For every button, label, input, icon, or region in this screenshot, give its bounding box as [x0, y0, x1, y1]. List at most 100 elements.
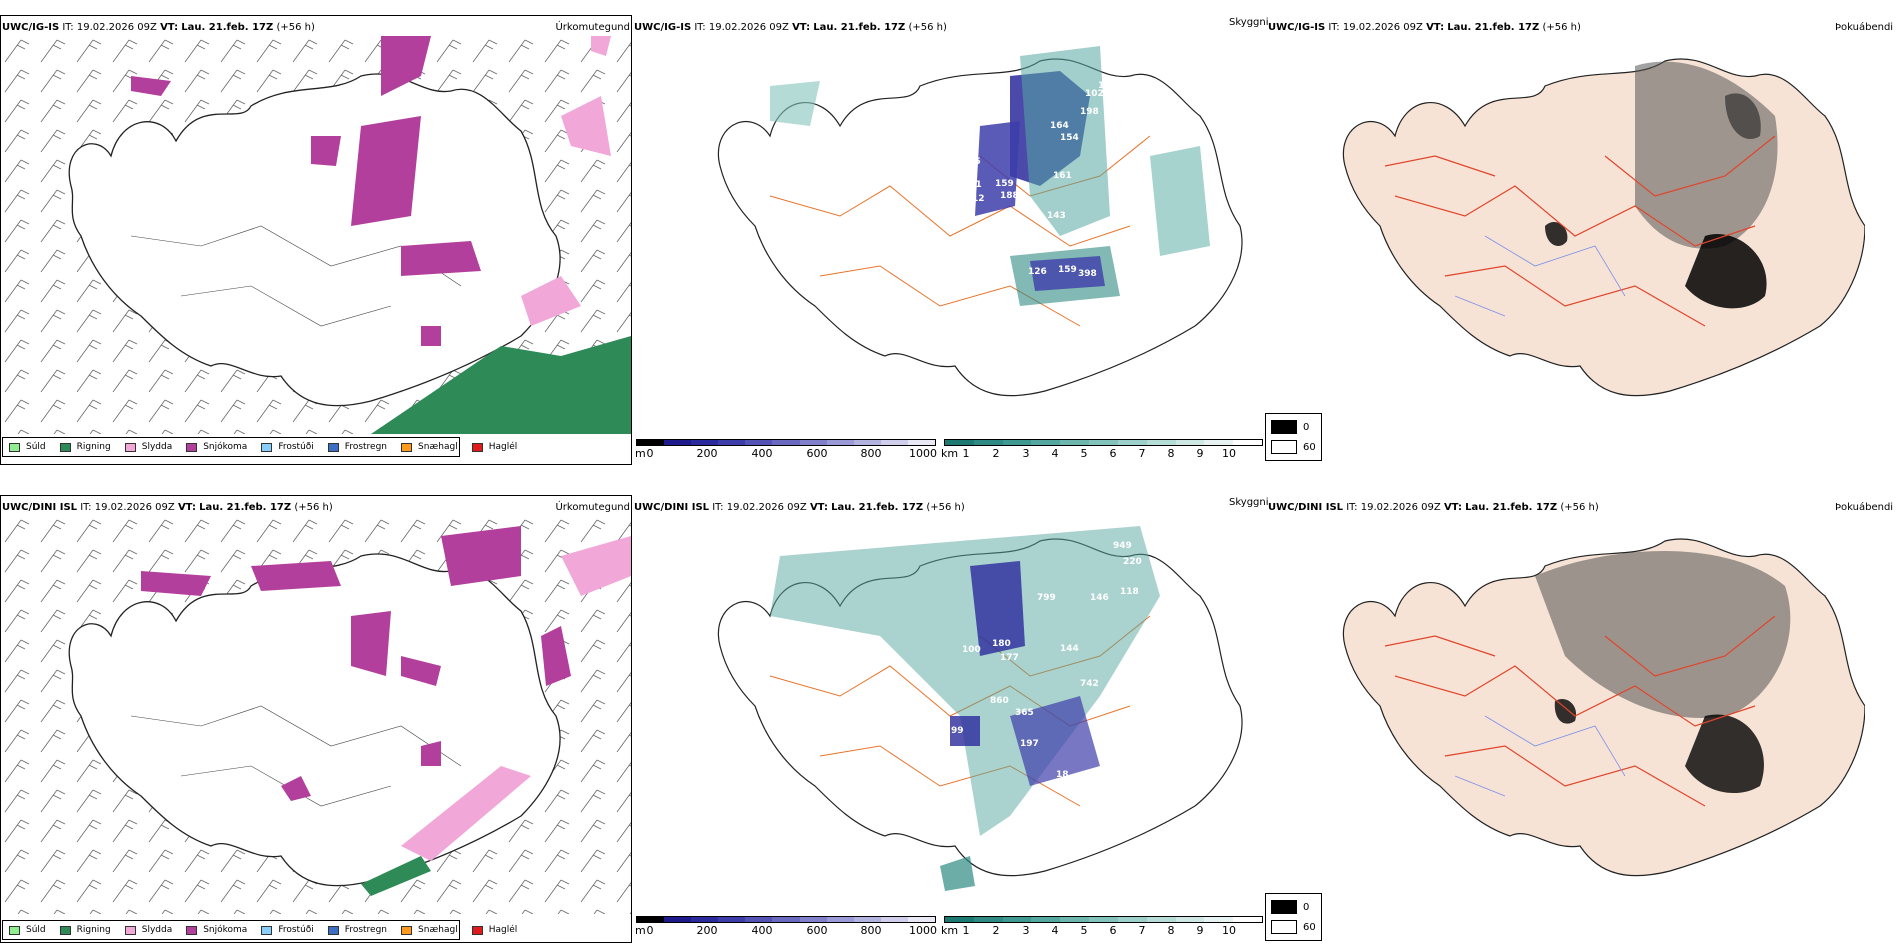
- precip-map: [1, 516, 631, 914]
- ceiling-cell: [664, 440, 692, 445]
- precip-map: [1, 36, 631, 434]
- row-1: UWC/IG-IS IT: 19.02.2026 09Z VT: Lau. 21…: [0, 15, 1894, 465]
- legend-item-frostregn: Frostregn: [327, 442, 387, 452]
- swatch-slydda: [124, 442, 136, 452]
- visibility-tick: 2: [992, 447, 1000, 460]
- ceiling-label: 205: [1114, 738, 1133, 748]
- vt-label: VT:: [160, 22, 179, 33]
- ceiling-label: 197: [1020, 739, 1039, 749]
- cloud-title: Skyggni: [1229, 497, 1269, 508]
- vt-value: Lau. 21.feb. 17Z: [181, 22, 274, 33]
- ceiling-cell: [799, 440, 827, 445]
- visibility-colorbar: km 1 2 3 4 5 6 7 8 9 10: [941, 439, 1263, 460]
- swatch-frostregn: [327, 442, 339, 452]
- legend-item-snjokoma: Snjókoma: [186, 442, 247, 452]
- ceiling-label: 126: [1028, 267, 1047, 277]
- ceiling-cell: [718, 440, 746, 445]
- ceiling-label: 799: [1037, 593, 1056, 603]
- ceiling-label: 18: [1056, 770, 1069, 780]
- visibility-colorbar: km 1 2 3 4 5 6 7 8 9 10: [941, 916, 1263, 937]
- ceiling-colorbar-cells: [636, 439, 936, 446]
- ceiling-tick: 1000: [909, 447, 937, 460]
- ceiling-cell: [772, 440, 800, 445]
- fog-title: Þokuábendi: [1835, 22, 1894, 33]
- visibility-tick: 8: [1167, 447, 1175, 460]
- ceiling-tick: 600: [806, 447, 828, 460]
- ceiling-cell: [826, 440, 854, 445]
- ceiling-cell: [880, 440, 908, 445]
- cloud-map: 102 111 198 164 154 125 159 111 188 12 1…: [717, 46, 1243, 397]
- swatch-frostudi: [261, 442, 273, 452]
- ceiling-label: 159: [1058, 265, 1077, 275]
- fog-legend: 0 60: [1265, 413, 1322, 461]
- ceiling-label: 198: [1080, 107, 1099, 117]
- ceiling-colorbar: m 0 200 400 600 800 1000: [635, 439, 937, 460]
- visibility-unit: km: [941, 447, 959, 460]
- swatch-snjokoma: [186, 442, 198, 452]
- precip-legend: Súld Rigning Slydda Snjókoma Frostúði Fr…: [2, 920, 517, 940]
- ceiling-label: 159: [995, 179, 1014, 189]
- ceiling-cell: [637, 440, 665, 445]
- precip-header: UWC/IG-IS IT: 19.02.2026 09Z VT: Lau. 21…: [2, 22, 315, 34]
- lead-time: (+56 h): [276, 22, 315, 33]
- legend-item-snaehagl: Snæhagl: [401, 442, 458, 452]
- fog-legend: 0 60: [1265, 893, 1322, 941]
- visibility-tick: 1: [962, 447, 970, 460]
- ceiling-label: 111: [1098, 81, 1117, 91]
- ceiling-tick: 800: [860, 447, 882, 460]
- cloud-ceiling-labels: 102 111 198 164 154 125 159 111 188 12 1…: [780, 81, 1117, 346]
- ceiling-tick: 400: [751, 447, 773, 460]
- fog-map: [1342, 58, 1865, 397]
- ceiling-cell: [691, 440, 719, 445]
- ceiling-label: 398: [1078, 269, 1097, 279]
- cloud-header: UWC/IG-IS IT: 19.02.2026 09Z VT: Lau. 21…: [634, 22, 947, 33]
- legend-item-frostudi: Frostúði: [261, 442, 314, 452]
- it-label: IT:: [62, 22, 74, 33]
- ceiling-label: 220: [1123, 557, 1142, 567]
- it-value: 19.02.2026 09Z: [76, 22, 157, 33]
- legend-item-sudd: Súld: [9, 442, 46, 452]
- precip-legend: Súld Rigning Slydda Snjókoma Frostúði Fr…: [2, 437, 517, 457]
- swatch-sudd: [9, 442, 20, 452]
- cloud-ceiling-labels: 949 220 965 799 146 118 180 100 177 144 …: [951, 541, 1181, 815]
- ceiling-label: 99: [951, 726, 964, 736]
- fog-map: [1342, 538, 1865, 877]
- precip-panel-frame: [0, 495, 632, 943]
- visibility-tick: 5: [1080, 447, 1088, 460]
- ceiling-cell: [907, 440, 936, 445]
- swatch-rigning: [59, 442, 71, 452]
- ceiling-label: 102: [1085, 89, 1104, 99]
- ceiling-label: 154: [1060, 133, 1079, 143]
- ceiling-colorbar: m 0 200 400 600 800 1000: [635, 916, 937, 937]
- ceiling-label: 15: [780, 149, 793, 159]
- swatch-snaehagl: [401, 442, 413, 452]
- precip-title: Úrkomutegund: [555, 22, 630, 33]
- ceiling-cell: [853, 440, 881, 445]
- ceiling-label: 164: [1050, 121, 1069, 131]
- ceiling-label: 182: [1063, 336, 1082, 346]
- ceiling-label: 143: [1047, 211, 1066, 221]
- visibility-tick: 4: [1051, 447, 1059, 460]
- swatch-haglel: [471, 442, 483, 452]
- precip-panel-frame: [0, 15, 632, 465]
- ceiling-label: 100: [962, 645, 981, 655]
- visibility-tick: 7: [1138, 447, 1146, 460]
- ceiling-label: 965: [1162, 554, 1181, 564]
- ceiling-label: 180: [992, 639, 1011, 649]
- ceiling-label: 97: [1064, 805, 1077, 815]
- cloud-title: Skyggni: [1229, 17, 1269, 28]
- visibility-tick: 6: [1109, 447, 1117, 460]
- ceiling-label: 949: [1113, 541, 1132, 551]
- ceiling-label: 365: [1015, 708, 1034, 718]
- legend-item-slydda: Slydda: [124, 442, 172, 452]
- row-2: UWC/DINI ISL IT: 19.02.2026 09Z VT: Lau.…: [0, 475, 1900, 950]
- ceiling-tick: 0: [646, 447, 654, 460]
- ceiling-label: 742: [1080, 679, 1099, 689]
- ceiling-unit: m: [635, 447, 646, 460]
- fog-header: UWC/DINI ISL IT: 19.02.2026 09Z VT: Lau.…: [1268, 502, 1599, 513]
- ceiling-label: 188: [1000, 191, 1019, 201]
- ceiling-label: 161: [1053, 171, 1072, 181]
- ceiling-label: 146: [1090, 593, 1109, 603]
- ceiling-label: 111: [963, 180, 982, 190]
- ceiling-label: 11: [960, 236, 973, 246]
